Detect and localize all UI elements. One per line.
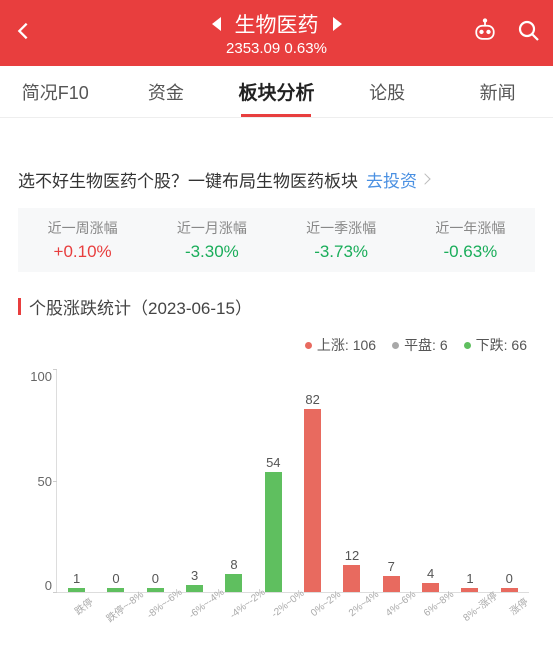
stat-value: -0.63% xyxy=(406,242,535,262)
chart-plot: 1 0 0 3 8 54 82 12 7 4 1 0 xyxy=(56,369,529,593)
header-center: 生物医药 2353.09 0.63% xyxy=(212,9,342,57)
stat-item: 近一年涨幅 -0.63% xyxy=(406,218,535,262)
bar-value: 3 xyxy=(191,568,198,583)
x-axis: 跌停跌停~-8%-8%~-6%-6%~-4%-4%~-2%-2%~0%0%~2%… xyxy=(56,595,529,635)
legend-item: 下跌: 66 xyxy=(464,335,527,355)
legend-dot-icon xyxy=(392,342,399,349)
tab-1[interactable]: 资金 xyxy=(111,66,222,117)
stock-title: 生物医药 xyxy=(235,9,319,39)
promo-text: 选不好生物医药个股？一键布局生物医药板块 xyxy=(18,167,358,192)
bar-wrap: 0 xyxy=(490,369,529,592)
nav-tabs: 简况F10资金板块分析论股新闻 xyxy=(0,66,553,118)
chevron-right-icon xyxy=(419,173,430,184)
stock-subinfo: 2353.09 0.63% xyxy=(226,40,327,57)
bar-wrap: 1 xyxy=(450,369,489,592)
stat-item: 近一月涨幅 -3.30% xyxy=(147,218,276,262)
bar-wrap: 8 xyxy=(214,369,253,592)
stat-label: 近一季涨幅 xyxy=(277,218,406,238)
bar-value: 7 xyxy=(388,559,395,574)
stat-item: 近一周涨幅 +0.10% xyxy=(18,218,147,262)
bar-wrap: 7 xyxy=(372,369,411,592)
stat-value: -3.30% xyxy=(147,242,276,262)
legend-dot-icon xyxy=(305,342,312,349)
bar-value: 1 xyxy=(73,571,80,586)
legend-dot-icon xyxy=(464,342,471,349)
bar xyxy=(265,472,282,592)
bar-wrap: 0 xyxy=(96,369,135,592)
robot-icon[interactable] xyxy=(471,17,499,50)
bar xyxy=(186,585,203,592)
prev-stock-icon[interactable] xyxy=(212,17,221,31)
bar xyxy=(225,574,242,592)
tab-4[interactable]: 新闻 xyxy=(442,66,553,117)
next-stock-icon[interactable] xyxy=(333,17,342,31)
stat-label: 近一月涨幅 xyxy=(147,218,276,238)
stat-label: 近一年涨幅 xyxy=(406,218,535,238)
back-icon[interactable] xyxy=(12,20,34,47)
bar-value: 4 xyxy=(427,566,434,581)
bar-value: 0 xyxy=(152,571,159,586)
legend-item: 上涨: 106 xyxy=(305,335,376,355)
promo-banner: 选不好生物医药个股？一键布局生物医药板块 去投资 xyxy=(0,164,553,194)
bar-wrap: 82 xyxy=(293,369,332,592)
bar xyxy=(383,576,400,592)
histogram-chart: 100500 100385482127410 跌停跌停~-8%-8%~-6%-6… xyxy=(18,365,535,635)
bar-value: 0 xyxy=(506,571,513,586)
chart-legend: 上涨: 106 平盘: 6 下跌: 66 xyxy=(0,319,553,361)
stat-label: 近一周涨幅 xyxy=(18,218,147,238)
y-tick: 100 xyxy=(18,369,52,384)
bar-wrap: 1 xyxy=(57,369,96,592)
search-icon[interactable] xyxy=(517,19,541,48)
legend-item: 平盘: 6 xyxy=(392,335,448,355)
bar-wrap: 4 xyxy=(411,369,450,592)
y-tick: 0 xyxy=(18,578,52,593)
bar-wrap: 54 xyxy=(254,369,293,592)
bar-value: 82 xyxy=(305,392,319,407)
stat-value: +0.10% xyxy=(18,242,147,262)
bar-value: 12 xyxy=(345,548,359,563)
bar-wrap: 0 xyxy=(136,369,175,592)
bar xyxy=(304,409,321,592)
bar-value: 54 xyxy=(266,455,280,470)
tab-0[interactable]: 简况F10 xyxy=(0,66,111,117)
tab-2[interactable]: 板块分析 xyxy=(221,66,332,117)
section-title: 个股涨跌统计（2023-06-15） xyxy=(18,294,553,319)
y-axis: 100 50 0 xyxy=(18,369,52,593)
promo-link[interactable]: 去投资 xyxy=(366,167,429,192)
bar-value: 1 xyxy=(466,571,473,586)
app-header: 生物医药 2353.09 0.63% xyxy=(0,0,553,66)
bar xyxy=(343,565,360,592)
y-tick: 50 xyxy=(18,474,52,489)
bar-wrap: 12 xyxy=(332,369,371,592)
period-stats: 近一周涨幅 +0.10%近一月涨幅 -3.30%近一季涨幅 -3.73%近一年涨幅 -0… xyxy=(18,208,535,272)
bar-wrap: 3 xyxy=(175,369,214,592)
stat-value: -3.73% xyxy=(277,242,406,262)
tab-3[interactable]: 论股 xyxy=(332,66,443,117)
bar-value: 8 xyxy=(230,557,237,572)
bar-value: 0 xyxy=(112,571,119,586)
stat-item: 近一季涨幅 -3.73% xyxy=(277,218,406,262)
